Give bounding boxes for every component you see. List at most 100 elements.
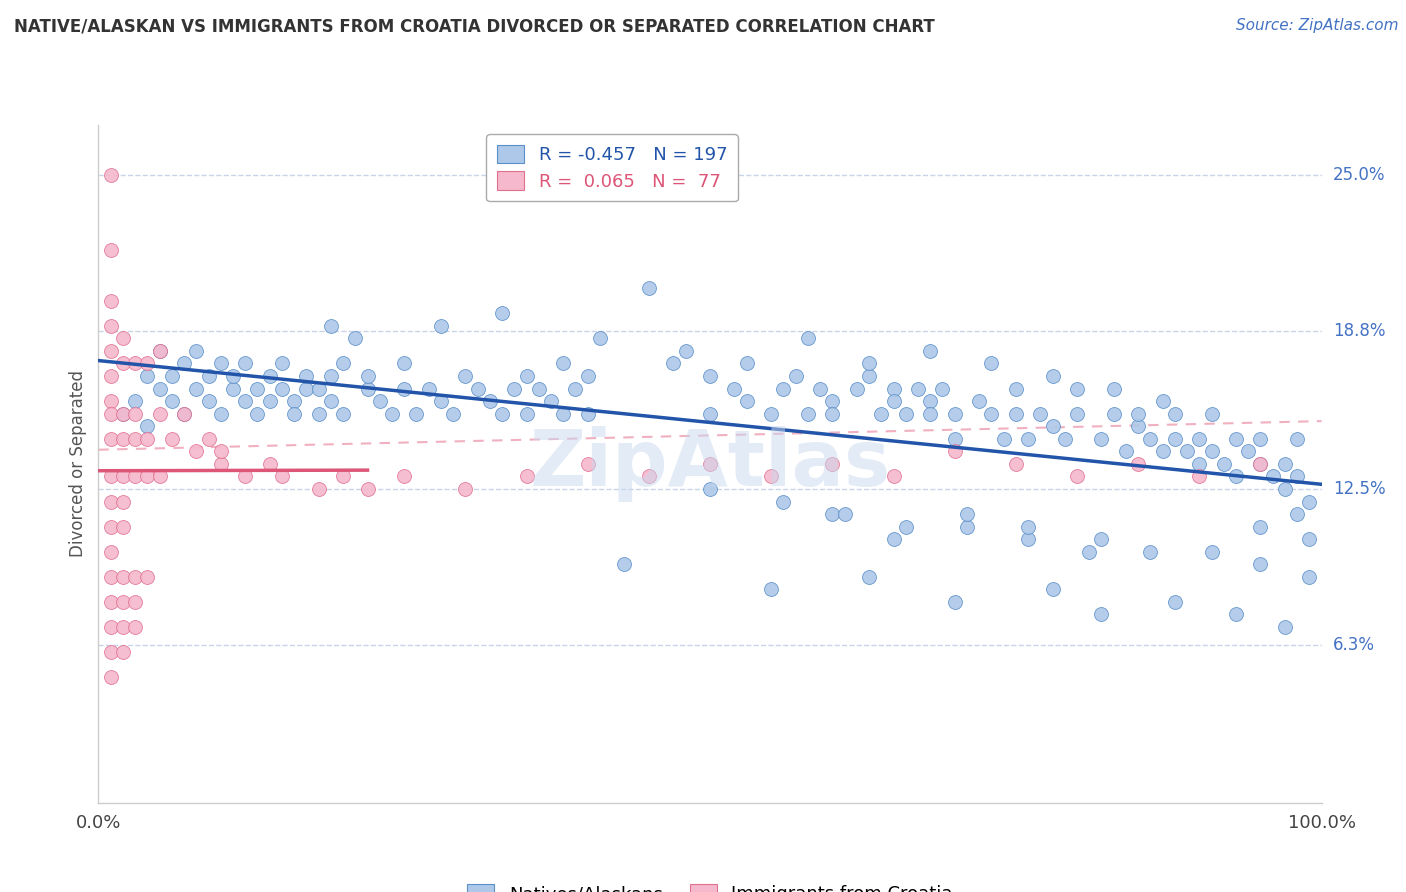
Point bbox=[1249, 457, 1271, 471]
Point bbox=[1102, 407, 1125, 421]
Point bbox=[980, 407, 1002, 421]
Point bbox=[197, 368, 219, 383]
Point bbox=[356, 382, 378, 396]
Text: ZipAtlas: ZipAtlas bbox=[530, 425, 890, 502]
Text: NATIVE/ALASKAN VS IMMIGRANTS FROM CROATIA DIVORCED OR SEPARATED CORRELATION CHAR: NATIVE/ALASKAN VS IMMIGRANTS FROM CROATI… bbox=[14, 18, 935, 36]
Point bbox=[197, 394, 219, 409]
Point bbox=[1164, 432, 1187, 446]
Point bbox=[515, 469, 537, 483]
Point bbox=[1090, 532, 1112, 546]
Point bbox=[943, 432, 966, 446]
Point bbox=[100, 469, 122, 483]
Point bbox=[222, 382, 245, 396]
Point bbox=[100, 645, 122, 659]
Point bbox=[761, 407, 783, 421]
Text: Source: ZipAtlas.com: Source: ZipAtlas.com bbox=[1236, 18, 1399, 33]
Point bbox=[100, 620, 122, 634]
Point bbox=[1066, 469, 1088, 483]
Point bbox=[1139, 545, 1161, 559]
Point bbox=[356, 482, 378, 496]
Point bbox=[883, 469, 905, 483]
Point bbox=[136, 570, 159, 584]
Point bbox=[186, 343, 208, 358]
Point bbox=[1298, 532, 1320, 546]
Point bbox=[1139, 432, 1161, 446]
Point bbox=[1286, 469, 1309, 483]
Point bbox=[124, 407, 146, 421]
Point bbox=[1042, 419, 1064, 434]
Point bbox=[1128, 457, 1150, 471]
Point bbox=[553, 407, 575, 421]
Point bbox=[149, 407, 172, 421]
Point bbox=[1286, 507, 1309, 521]
Point bbox=[735, 394, 758, 409]
Point bbox=[515, 368, 537, 383]
Point bbox=[454, 482, 477, 496]
Point bbox=[1066, 382, 1088, 396]
Point bbox=[637, 469, 661, 483]
Point bbox=[332, 469, 354, 483]
Point bbox=[173, 356, 195, 370]
Point bbox=[160, 432, 183, 446]
Point bbox=[553, 356, 575, 370]
Point bbox=[392, 356, 416, 370]
Point bbox=[870, 407, 893, 421]
Point bbox=[124, 432, 146, 446]
Text: 18.8%: 18.8% bbox=[1333, 322, 1385, 340]
Point bbox=[124, 620, 146, 634]
Point bbox=[270, 382, 294, 396]
Point bbox=[467, 382, 489, 396]
Point bbox=[1298, 570, 1320, 584]
Point bbox=[295, 382, 318, 396]
Point bbox=[405, 407, 427, 421]
Point bbox=[418, 382, 440, 396]
Point bbox=[100, 670, 122, 684]
Point bbox=[295, 368, 318, 383]
Point bbox=[1274, 620, 1296, 634]
Point bbox=[1017, 519, 1039, 533]
Point bbox=[111, 494, 134, 508]
Point bbox=[920, 407, 942, 421]
Point bbox=[332, 356, 354, 370]
Point bbox=[441, 407, 464, 421]
Point bbox=[797, 331, 820, 345]
Point bbox=[173, 407, 195, 421]
Point bbox=[1188, 432, 1211, 446]
Point bbox=[430, 394, 453, 409]
Point bbox=[149, 469, 172, 483]
Point bbox=[270, 356, 294, 370]
Point bbox=[883, 394, 905, 409]
Point bbox=[100, 432, 122, 446]
Point bbox=[100, 343, 122, 358]
Point bbox=[1042, 368, 1064, 383]
Point bbox=[173, 407, 195, 421]
Point bbox=[589, 331, 612, 345]
Point bbox=[491, 407, 513, 421]
Point bbox=[858, 570, 880, 584]
Point bbox=[124, 595, 146, 609]
Point bbox=[246, 407, 269, 421]
Point bbox=[100, 168, 122, 182]
Point bbox=[100, 519, 122, 533]
Point bbox=[808, 382, 831, 396]
Point bbox=[1078, 545, 1101, 559]
Point bbox=[111, 356, 134, 370]
Point bbox=[1042, 582, 1064, 597]
Point bbox=[699, 407, 721, 421]
Point bbox=[259, 368, 281, 383]
Point bbox=[111, 620, 134, 634]
Point bbox=[100, 407, 122, 421]
Point bbox=[1102, 382, 1125, 396]
Point bbox=[100, 570, 122, 584]
Point bbox=[1004, 457, 1026, 471]
Point bbox=[821, 457, 844, 471]
Point bbox=[699, 457, 721, 471]
Point bbox=[1249, 519, 1271, 533]
Point bbox=[956, 507, 979, 521]
Point bbox=[1115, 444, 1137, 458]
Point bbox=[1175, 444, 1198, 458]
Point bbox=[980, 356, 1002, 370]
Point bbox=[931, 382, 953, 396]
Point bbox=[772, 382, 794, 396]
Point bbox=[100, 494, 122, 508]
